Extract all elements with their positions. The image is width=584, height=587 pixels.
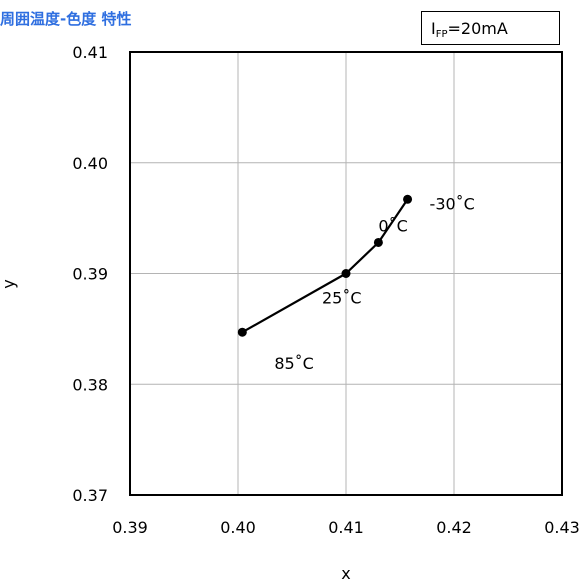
x-tick-label: 0.42 xyxy=(436,518,472,537)
point-label: 0˚C xyxy=(378,216,407,235)
x-tick-labels: 0.39 0.40 0.41 0.42 0.43 xyxy=(112,518,580,537)
point-label: -30˚C xyxy=(430,194,475,213)
y-tick-label: 0.37 xyxy=(72,486,108,505)
series-line xyxy=(241,198,409,334)
point-label: 25˚C xyxy=(322,289,362,308)
y-tick-labels: 0.41 0.40 0.39 0.38 0.37 xyxy=(72,43,108,505)
condition-subscript: FP xyxy=(435,29,448,40)
point-label: 85˚C xyxy=(274,354,314,373)
series-group: 85˚C 25˚C 0˚C -30˚C xyxy=(237,194,475,373)
data-point xyxy=(403,194,413,204)
plot-frame xyxy=(129,51,563,496)
y-tick-label: 0.41 xyxy=(72,43,108,62)
x-tick-label: 0.39 xyxy=(112,518,148,537)
page-title: 周囲温度-色度 特性 xyxy=(0,10,132,28)
x-tick-label: 0.43 xyxy=(544,518,580,537)
data-point xyxy=(373,237,383,247)
y-axis-label: y xyxy=(0,279,18,288)
data-point xyxy=(341,269,351,278)
condition-box: IFP=20mA xyxy=(421,11,560,45)
data-point xyxy=(237,327,247,337)
x-tick-label: 0.41 xyxy=(328,518,364,537)
y-tick-label: 0.40 xyxy=(72,154,108,173)
condition-value: =20mA xyxy=(447,19,508,38)
y-tick-label: 0.39 xyxy=(72,265,108,284)
y-tick-label: 0.38 xyxy=(72,375,108,394)
x-tick-label: 0.40 xyxy=(220,518,256,537)
x-axis-label: x xyxy=(341,564,350,583)
condition-prefix: I xyxy=(431,19,436,38)
